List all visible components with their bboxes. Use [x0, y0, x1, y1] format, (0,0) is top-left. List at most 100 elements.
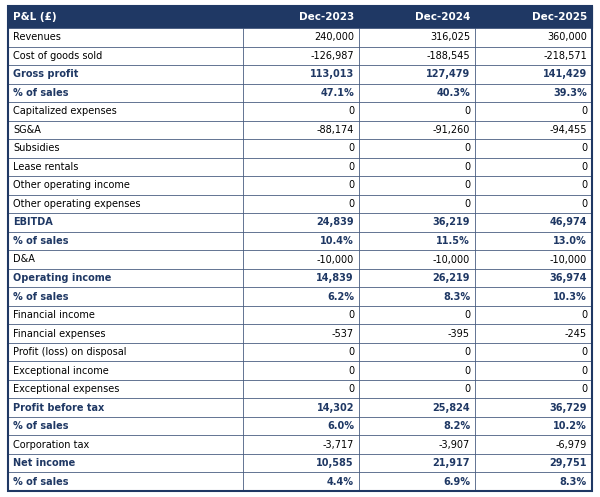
Bar — [359, 287, 475, 306]
Bar — [8, 47, 243, 65]
Bar — [359, 83, 475, 102]
Text: 0: 0 — [581, 384, 587, 394]
Text: % of sales: % of sales — [13, 236, 68, 246]
Bar — [243, 121, 359, 139]
Bar — [359, 65, 475, 83]
Text: 10.3%: 10.3% — [553, 292, 587, 302]
Text: 0: 0 — [348, 199, 354, 209]
Bar — [475, 232, 592, 250]
Text: -91,260: -91,260 — [433, 125, 470, 135]
Text: 14,302: 14,302 — [317, 403, 354, 413]
Bar — [243, 232, 359, 250]
Bar — [243, 269, 359, 287]
Bar — [8, 473, 243, 491]
Text: -10,000: -10,000 — [433, 254, 470, 264]
Bar — [8, 343, 243, 361]
Text: 0: 0 — [348, 347, 354, 357]
Bar — [8, 250, 243, 269]
Bar — [359, 250, 475, 269]
Text: -88,174: -88,174 — [317, 125, 354, 135]
Text: 0: 0 — [348, 106, 354, 116]
Bar — [359, 102, 475, 121]
Bar — [359, 454, 475, 473]
Bar — [8, 435, 243, 454]
Text: 127,479: 127,479 — [426, 69, 470, 80]
Text: 39.3%: 39.3% — [553, 88, 587, 98]
Bar — [8, 28, 243, 47]
Bar — [475, 213, 592, 232]
Bar — [475, 176, 592, 195]
Text: 8.3%: 8.3% — [443, 292, 470, 302]
Text: -94,455: -94,455 — [550, 125, 587, 135]
Text: D&A: D&A — [13, 254, 35, 264]
Bar — [359, 306, 475, 325]
Bar — [359, 121, 475, 139]
Bar — [359, 232, 475, 250]
Bar — [8, 454, 243, 473]
Bar — [475, 158, 592, 176]
Text: 0: 0 — [464, 180, 470, 190]
Text: 0: 0 — [348, 162, 354, 172]
Bar — [8, 213, 243, 232]
Bar — [359, 361, 475, 380]
Bar — [8, 417, 243, 435]
Text: 0: 0 — [464, 143, 470, 154]
Bar — [359, 213, 475, 232]
Text: 0: 0 — [464, 366, 470, 376]
Bar — [475, 65, 592, 83]
Bar — [243, 435, 359, 454]
Bar — [475, 250, 592, 269]
Bar — [243, 195, 359, 213]
Bar — [359, 139, 475, 158]
Bar — [475, 269, 592, 287]
Text: Dec-2024: Dec-2024 — [415, 12, 470, 22]
Bar — [475, 361, 592, 380]
Bar — [243, 6, 359, 28]
Text: 0: 0 — [348, 384, 354, 394]
Bar — [8, 102, 243, 121]
Bar — [8, 176, 243, 195]
Text: 0: 0 — [348, 180, 354, 190]
Bar — [8, 287, 243, 306]
Bar — [475, 325, 592, 343]
Text: Lease rentals: Lease rentals — [13, 162, 79, 172]
Text: Dec-2025: Dec-2025 — [532, 12, 587, 22]
Text: 0: 0 — [464, 106, 470, 116]
Text: 0: 0 — [581, 366, 587, 376]
Text: 316,025: 316,025 — [430, 32, 470, 42]
Text: 240,000: 240,000 — [314, 32, 354, 42]
Bar — [359, 473, 475, 491]
Bar — [8, 269, 243, 287]
Bar — [359, 325, 475, 343]
Text: 4.4%: 4.4% — [327, 477, 354, 487]
Text: 24,839: 24,839 — [316, 218, 354, 228]
Text: -126,987: -126,987 — [310, 51, 354, 61]
Bar — [359, 343, 475, 361]
Text: 0: 0 — [581, 347, 587, 357]
Text: Subsidies: Subsidies — [13, 143, 59, 154]
Bar — [243, 473, 359, 491]
Bar — [359, 269, 475, 287]
Text: Net income: Net income — [13, 458, 75, 468]
Bar — [359, 435, 475, 454]
Bar — [243, 343, 359, 361]
Text: Exceptional income: Exceptional income — [13, 366, 109, 376]
Text: 113,013: 113,013 — [310, 69, 354, 80]
Text: 0: 0 — [581, 199, 587, 209]
Text: -10,000: -10,000 — [317, 254, 354, 264]
Text: 26,219: 26,219 — [433, 273, 470, 283]
Text: 36,974: 36,974 — [550, 273, 587, 283]
Bar — [359, 195, 475, 213]
Text: 141,429: 141,429 — [543, 69, 587, 80]
Text: Profit (loss) on disposal: Profit (loss) on disposal — [13, 347, 127, 357]
Text: 0: 0 — [348, 143, 354, 154]
Bar — [243, 325, 359, 343]
Text: % of sales: % of sales — [13, 421, 68, 431]
Text: -3,717: -3,717 — [323, 440, 354, 450]
Bar — [359, 158, 475, 176]
Text: Operating income: Operating income — [13, 273, 112, 283]
Bar — [243, 380, 359, 399]
Text: SG&A: SG&A — [13, 125, 41, 135]
Text: 0: 0 — [581, 310, 587, 320]
Bar — [243, 399, 359, 417]
